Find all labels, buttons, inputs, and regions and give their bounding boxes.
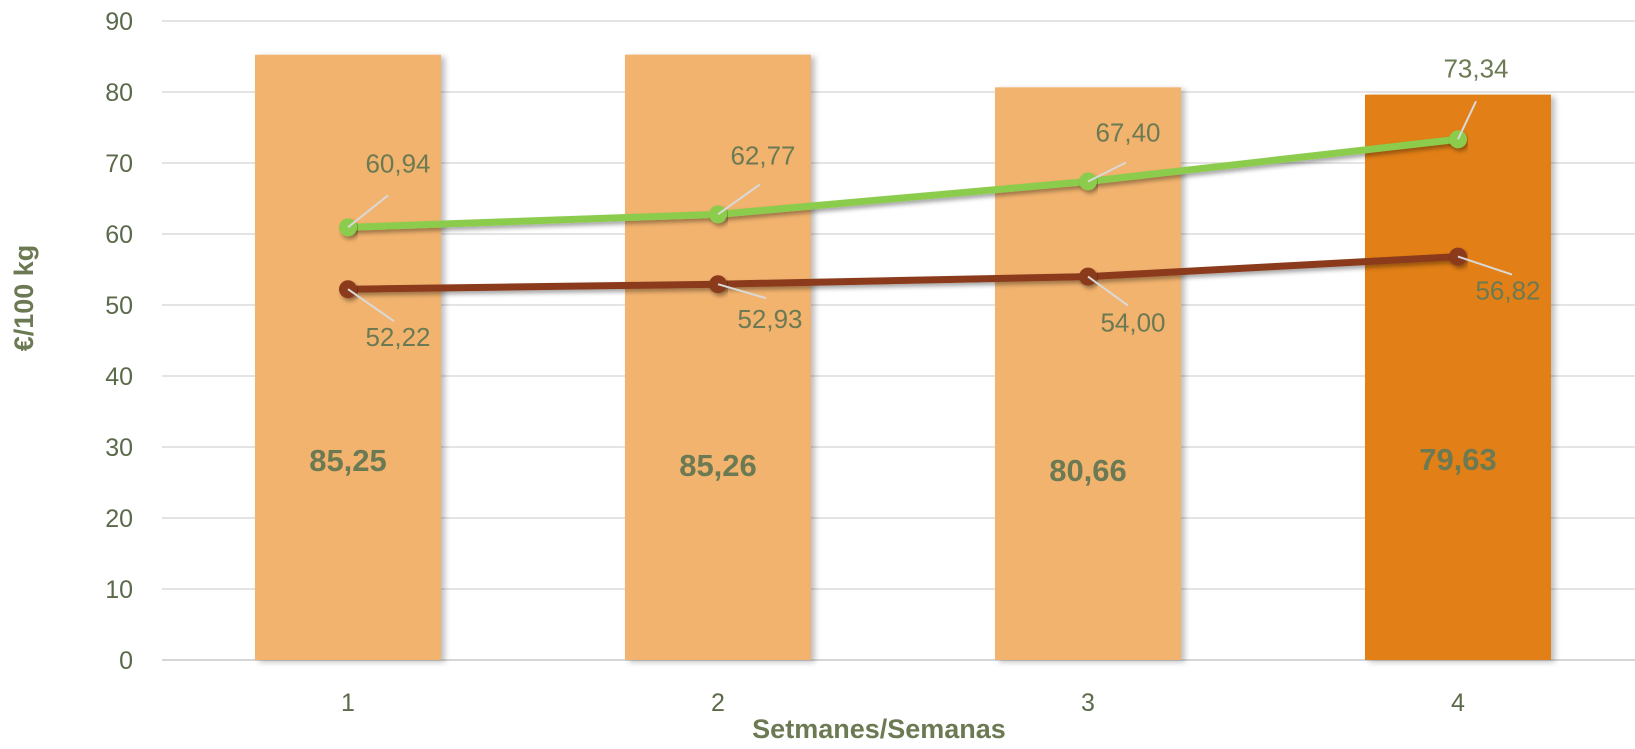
x-tick-label: 4 (1451, 689, 1465, 717)
bars (255, 54, 1551, 661)
point-value-label: 60,94 (365, 148, 430, 178)
y-tick-label: 30 (105, 434, 133, 462)
bar (1365, 94, 1551, 660)
bar (625, 54, 811, 661)
bar (255, 54, 441, 661)
label-leader-line (347, 288, 395, 323)
y-tick-label: 20 (105, 505, 133, 533)
label-leader-line (347, 194, 389, 229)
y-tick-label: 50 (105, 292, 133, 320)
y-tick-label: 0 (119, 647, 133, 675)
point-value-label: 54,00 (1100, 308, 1165, 338)
x-tick-label: 3 (1081, 689, 1095, 717)
y-tick-label: 10 (105, 576, 133, 604)
point-value-label: 52,93 (737, 304, 802, 334)
bar-value-label: 85,25 (309, 443, 387, 478)
label-leader-line (717, 183, 761, 216)
point-value-label: 52,22 (365, 322, 430, 352)
bar-value-label: 80,66 (1049, 453, 1127, 488)
y-tick-label: 90 (105, 8, 133, 36)
x-axis-title: Setmanes/Semanas (752, 714, 1006, 744)
bar-value-label: 85,26 (679, 448, 757, 483)
series-line (344, 135, 1462, 231)
y-tick-label: 80 (105, 79, 133, 107)
x-tick-label: 1 (341, 689, 355, 717)
y-tick-label: 40 (105, 363, 133, 391)
point-value-label: 56,82 (1475, 276, 1540, 306)
y-tick-label: 70 (105, 150, 133, 178)
label-leader-line (1457, 255, 1513, 276)
series-line (344, 253, 1462, 293)
bar-value-label: 79,63 (1419, 442, 1497, 477)
label-leader-line (1457, 100, 1477, 140)
x-tick-label: 2 (711, 689, 725, 717)
lines (339, 130, 1467, 299)
label-leader-line (717, 283, 767, 300)
label-leader-line (1087, 161, 1127, 183)
point-value-label: 73,34 (1443, 53, 1508, 83)
axes: Setmanes/Semanas €/100 kg 0 10 20 30 40 50 60 7… (9, 8, 1465, 744)
data-labels: 85,25 85,26 80,66 79,63 60,94 62,77 67,40 73,34… (309, 53, 1540, 488)
point-value-label: 67,40 (1095, 117, 1160, 147)
label-leader-line (1087, 275, 1129, 307)
point-value-label: 62,77 (730, 140, 795, 170)
y-axis-title: €/100 kg (9, 245, 39, 352)
y-tick-label: 60 (105, 221, 133, 249)
